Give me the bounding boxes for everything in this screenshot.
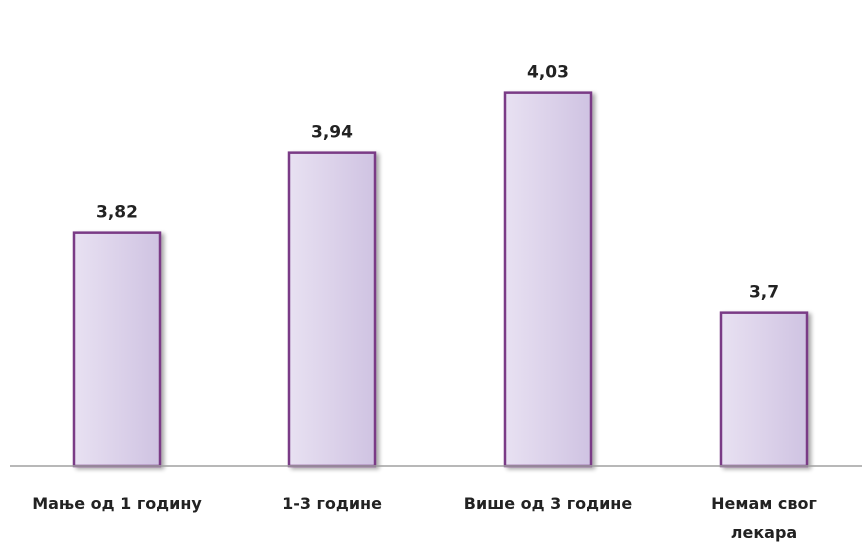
value-labels-group: 3,82 3,94 4,03 3,7	[96, 63, 779, 303]
value-label-1: 3,82	[96, 203, 138, 223]
bar-4	[719, 311, 809, 468]
value-label-4: 3,7	[749, 283, 779, 303]
category-label-1: Мање од 1 годину	[32, 494, 202, 513]
category-label-2: 1-3 године	[282, 494, 382, 513]
category-labels-group: Мање од 1 годину 1-3 године Више од 3 годи…	[32, 494, 817, 542]
bar-1	[72, 231, 162, 468]
category-label-4-line-2: лекара	[731, 523, 797, 542]
bars-group	[72, 91, 809, 468]
value-label-3: 4,03	[527, 63, 569, 83]
category-label-3: Више од 3 године	[464, 494, 633, 513]
bar-2	[287, 151, 377, 468]
bar-3	[503, 91, 593, 468]
value-label-2: 3,94	[311, 123, 353, 143]
category-label-4-line-1: Немам свог	[711, 494, 817, 513]
